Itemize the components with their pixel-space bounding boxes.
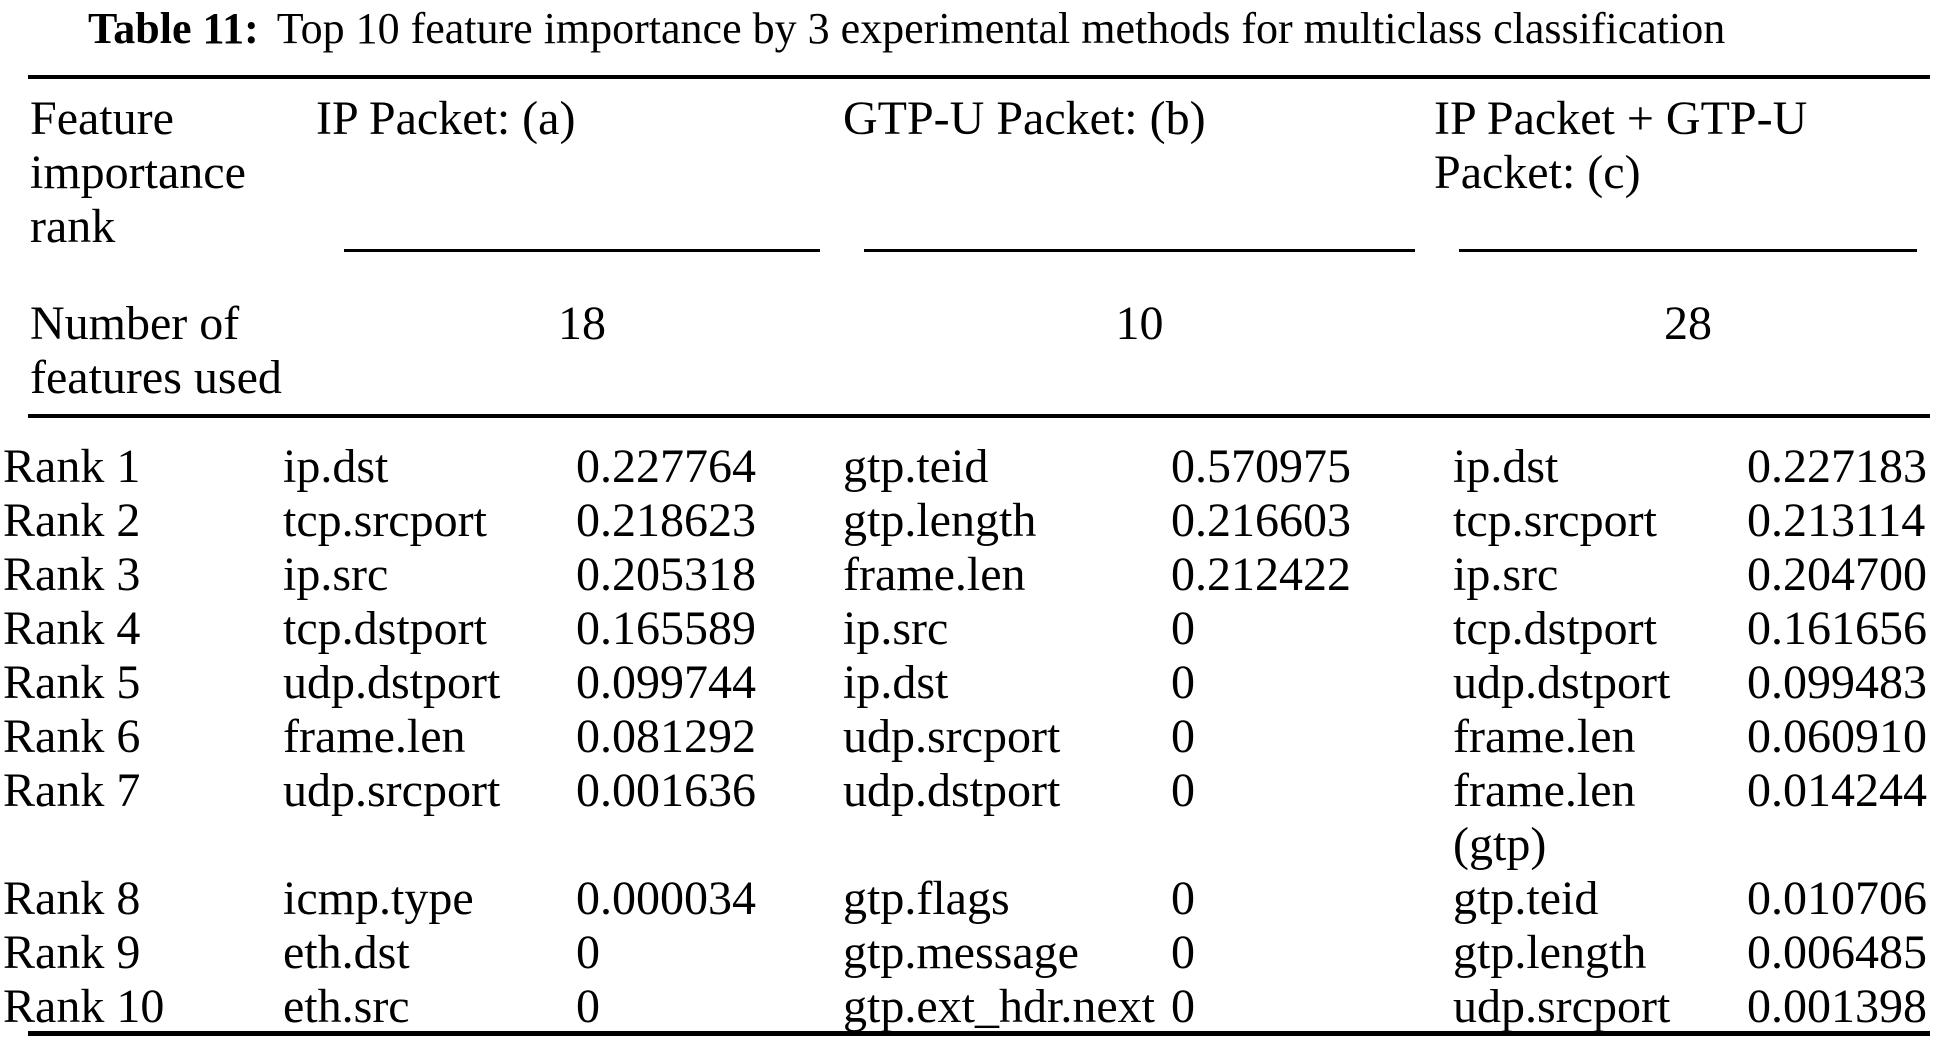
feature-b-cell: gtp.flags [843, 872, 1010, 925]
rank-cell: Rank 3 [3, 548, 141, 601]
value-b-cell: 0 [1171, 980, 1195, 1033]
value-c-cell: 0.099483 [1747, 656, 1927, 709]
value-b-cell: 0 [1171, 764, 1195, 817]
value-a-cell: 0.218623 [576, 494, 756, 547]
feature-a-cell: udp.srcport [283, 764, 501, 817]
value-b-cell: 0 [1171, 872, 1195, 925]
feature-b-cell: gtp.message [843, 926, 1079, 979]
feature-b-cell: udp.srcport [843, 710, 1061, 763]
value-c-cell: 0.006485 [1747, 926, 1927, 979]
feature-b-cell: gtp.teid [843, 440, 989, 493]
rank-cell: Rank 6 [3, 710, 141, 763]
feature-a-cell: icmp.type [283, 872, 474, 925]
feature-c-cell: tcp.srcport [1453, 494, 1657, 547]
table-top-rule [28, 75, 1930, 79]
column-header-gtpu-packet: GTP-U Packet: (b) [843, 92, 1206, 145]
feature-a-cell: tcp.dstport [283, 602, 487, 655]
feature-c-cell: gtp.length [1453, 926, 1647, 979]
value-a-cell: 0 [576, 926, 600, 979]
value-b-cell: 0.216603 [1171, 494, 1351, 547]
rank-cell: Rank 8 [3, 872, 141, 925]
features-used-count-a: 18 [558, 297, 606, 350]
rank-cell: Rank 2 [3, 494, 141, 547]
feature-b-cell: udp.dstport [843, 764, 1061, 817]
feature-a-cell: tcp.srcport [283, 494, 487, 547]
rank-cell: Rank 7 [3, 764, 141, 817]
feature-c-cell: frame.len (gtp) [1453, 764, 1636, 871]
feature-a-cell: udp.dstport [283, 656, 501, 709]
feature-a-cell: eth.dst [283, 926, 410, 979]
value-c-cell: 0.060910 [1747, 710, 1927, 763]
feature-b-cell: frame.len [843, 548, 1026, 601]
table-bottom-rule [28, 1031, 1930, 1036]
rank-cell: Rank 10 [3, 980, 165, 1033]
features-used-count-c: 28 [1664, 297, 1712, 350]
table-caption-text: Top 10 feature importance by 3 experimen… [276, 4, 1726, 53]
feature-b-cell: gtp.length [843, 494, 1037, 547]
feature-b-cell: ip.src [843, 602, 949, 655]
feature-c-cell: frame.len [1453, 710, 1636, 763]
feature-a-cell: frame.len [283, 710, 466, 763]
feature-c-cell: tcp.dstport [1453, 602, 1657, 655]
feature-c-cell: udp.dstport [1453, 656, 1671, 709]
value-a-cell: 0.000034 [576, 872, 756, 925]
value-c-cell: 0.010706 [1747, 872, 1927, 925]
value-b-cell: 0 [1171, 926, 1195, 979]
feature-c-cell: ip.src [1453, 548, 1559, 601]
table-caption: Table 11: Top 10 feature importance by 3 … [88, 2, 1725, 56]
value-a-cell: 0.165589 [576, 602, 756, 655]
feature-c-cell: gtp.teid [1453, 872, 1599, 925]
rank-cell: Rank 1 [3, 440, 141, 493]
value-c-cell: 0.161656 [1747, 602, 1927, 655]
value-b-cell: 0 [1171, 656, 1195, 709]
value-c-cell: 0.204700 [1747, 548, 1927, 601]
value-a-cell: 0.099744 [576, 656, 756, 709]
value-a-cell: 0.001636 [576, 764, 756, 817]
value-c-cell: 0.001398 [1747, 980, 1927, 1033]
feature-a-cell: ip.src [283, 548, 389, 601]
column-header-feature-rank: Feature importance rank [30, 92, 246, 253]
header-underline-a [344, 249, 820, 252]
column-header-ip-packet: IP Packet: (a) [316, 92, 576, 145]
value-c-cell: 0.014244 [1747, 764, 1927, 817]
features-used-count-b: 10 [1115, 297, 1164, 350]
value-c-cell: 0.213114 [1747, 494, 1926, 547]
value-b-cell: 0.212422 [1171, 548, 1351, 601]
header-underline-b [864, 249, 1415, 252]
value-b-cell: 0.570975 [1171, 440, 1351, 493]
value-b-cell: 0 [1171, 602, 1195, 655]
rank-cell: Rank 9 [3, 926, 141, 979]
value-a-cell: 0 [576, 980, 600, 1033]
value-a-cell: 0.081292 [576, 710, 756, 763]
column-header-ip-plus-gtpu-packet: IP Packet + GTP-U Packet: (c) [1434, 92, 1808, 199]
table-caption-label: Table 11: [88, 4, 259, 53]
value-a-cell: 0.227764 [576, 440, 756, 493]
feature-c-cell: udp.srcport [1453, 980, 1671, 1033]
value-b-cell: 0 [1171, 710, 1195, 763]
feature-b-cell: gtp.ext_hdr.next [843, 980, 1155, 1033]
rank-cell: Rank 4 [3, 602, 141, 655]
header-underline-c [1459, 249, 1917, 252]
value-c-cell: 0.227183 [1747, 440, 1927, 493]
table-mid-rule [28, 414, 1930, 418]
table-body: Rank 1 ip.dst 0.227764 gtp.teid 0.570975… [0, 440, 1954, 1034]
feature-b-cell: ip.dst [843, 656, 949, 709]
feature-a-cell: eth.src [283, 980, 410, 1033]
feature-c-cell: ip.dst [1453, 440, 1559, 493]
rank-cell: Rank 5 [3, 656, 141, 709]
value-a-cell: 0.205318 [576, 548, 756, 601]
feature-a-cell: ip.dst [283, 440, 389, 493]
features-used-label: Number of features used [30, 297, 282, 404]
